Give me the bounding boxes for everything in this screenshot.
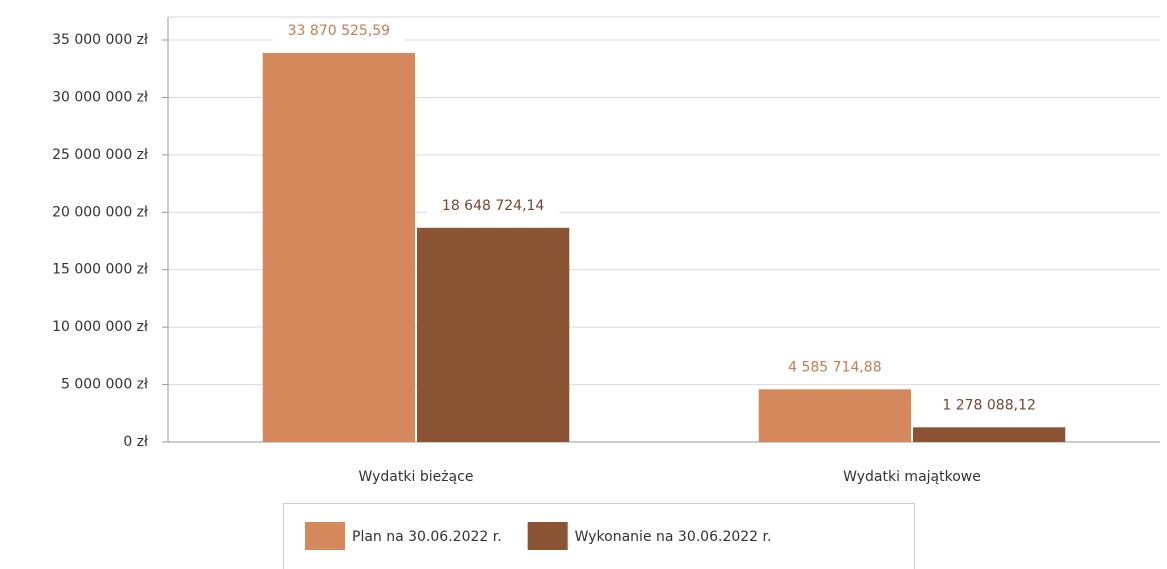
y-tick-label: 5 000 000 zł [61,377,148,393]
value-label-bg [427,195,560,216]
y-tick-label: 25 000 000 zł [52,147,148,163]
bar [417,227,570,442]
legend-label: Wykonanie na 30.06.2022 r. [575,529,772,545]
value-label: 33 870 525,59 [288,23,390,39]
legend-swatch [305,522,345,550]
bar [758,389,911,442]
value-label-bg [923,395,1056,416]
legend-box [283,503,915,569]
y-tick-label: 20 000 000 zł [52,204,148,220]
value-label: 1 278 088,12 [942,397,1036,413]
bar [913,427,1066,442]
y-tick-label: 35 000 000 zł [52,32,148,48]
legend-swatch [527,522,568,550]
legend-label: Plan na 30.06.2022 r. [352,529,502,545]
bar [262,52,415,443]
y-tick-label: 15 000 000 zł [52,262,148,278]
value-label: 4 585 714,88 [788,359,882,375]
x-tick-label: Wydatki majątkowe [843,469,981,485]
value-label-bg [272,20,405,41]
y-tick-label: 30 000 000 zł [52,89,148,105]
x-tick-label: Wydatki bieżące [359,469,474,485]
y-tick-label: 0 zł [123,434,148,450]
y-tick-label: 10 000 000 zł [52,319,148,335]
value-label: 18 648 724,14 [442,198,545,214]
value-label-bg [768,357,901,378]
